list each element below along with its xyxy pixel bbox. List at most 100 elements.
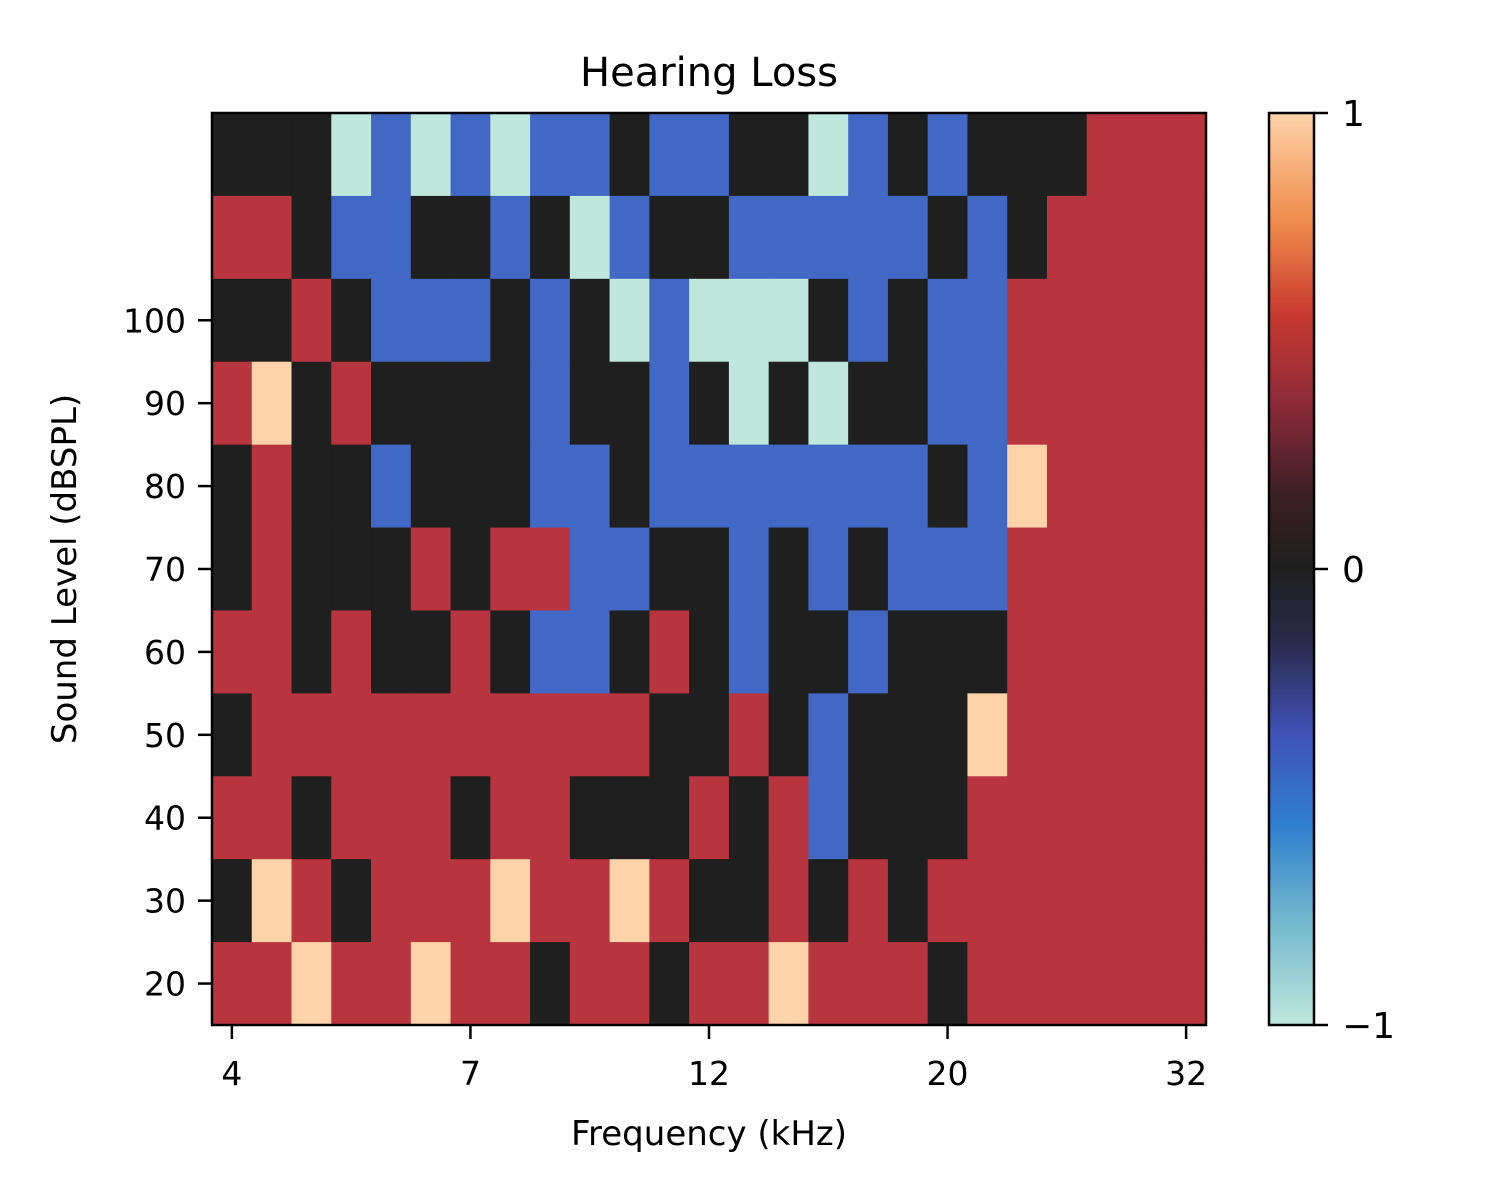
heatmap-cell (967, 776, 1008, 860)
heatmap-cell (808, 444, 849, 529)
heatmap-cell (371, 278, 412, 363)
heatmap-cell (450, 693, 491, 777)
heatmap-cell (967, 527, 1008, 612)
heatmap-cell (689, 278, 730, 363)
heatmap-cell (291, 278, 332, 363)
heatmap-cell (649, 278, 690, 363)
heatmap-cell (371, 444, 412, 529)
heatmap-cell (927, 776, 969, 860)
x-tick-label: 20 (927, 1054, 969, 1093)
heatmap-cell (927, 693, 969, 777)
heatmap-cell (728, 610, 770, 694)
heatmap-cell (251, 527, 293, 612)
heatmap-cell (569, 610, 611, 694)
heatmap-cell (490, 361, 531, 446)
heatmap-cell (251, 361, 293, 446)
heatmap-cell (728, 444, 770, 529)
heatmap-cell (291, 527, 332, 612)
heatmap-cell (1046, 195, 1088, 280)
heatmap-cell (689, 527, 730, 612)
heatmap-cell (371, 610, 412, 694)
heatmap-cell (490, 693, 531, 777)
heatmap-cell (649, 693, 690, 777)
heatmap-cell (768, 527, 809, 612)
y-axis: 20 30 40 50 60 70 80 90 100 (123, 301, 212, 1004)
heatmap-cell (490, 610, 531, 694)
heatmap-cell (768, 113, 809, 197)
heatmap-cell (530, 693, 571, 777)
heatmap-cell (530, 195, 571, 280)
heatmap-cell (1007, 527, 1048, 612)
heatmap-cell (689, 776, 730, 860)
heatmap-cell (967, 444, 1008, 529)
heatmap-cell (212, 361, 253, 446)
heatmap-cell (927, 610, 969, 694)
heatmap-cell (530, 113, 571, 197)
heatmap-cell (728, 527, 770, 612)
heatmap-cell (212, 444, 253, 529)
heatmap-cell (530, 776, 571, 860)
heatmap-cell (848, 693, 889, 777)
heatmap-cell (371, 113, 412, 197)
heatmap-cell (1007, 444, 1048, 529)
heatmap-cell (689, 942, 730, 1026)
heatmap-cell (1046, 527, 1088, 612)
heatmap-cell (887, 278, 929, 363)
colorbar-tick-label: 0 (1342, 550, 1365, 591)
heatmap-cell (848, 610, 889, 694)
heatmap-cell (1007, 942, 1048, 1026)
heatmap-cell (251, 113, 293, 197)
heatmap-cell (1086, 278, 1128, 363)
heatmap-cell (848, 942, 889, 1026)
heatmap-cell (609, 113, 650, 197)
heatmap-cell (728, 776, 770, 860)
heatmap-cell (927, 859, 969, 943)
heatmap-cell (291, 444, 332, 529)
heatmap-cell (808, 361, 849, 446)
heatmap-cell (1086, 942, 1128, 1026)
heatmap-cell (927, 113, 969, 197)
heatmap-cell (450, 776, 491, 860)
y-tick-label: 20 (144, 965, 186, 1004)
heatmap-cell (212, 113, 253, 197)
heatmap-cell (808, 859, 849, 943)
heatmap-cell (371, 859, 412, 943)
heatmap-cell (689, 693, 730, 777)
heatmap-cell (291, 113, 332, 197)
heatmap-cell (649, 195, 690, 280)
heatmap-cell (689, 444, 730, 529)
heatmap-cell (967, 942, 1008, 1026)
heatmap-cell (887, 942, 929, 1026)
heatmap-cell (1126, 859, 1167, 943)
heatmap-cell (887, 527, 929, 612)
heatmap-cell (1046, 444, 1088, 529)
heatmap-cell (331, 113, 372, 197)
heatmap-cell (291, 776, 332, 860)
heatmap-cell (530, 278, 571, 363)
heatmap-cell (1166, 610, 1207, 694)
heatmap-cells (212, 113, 1207, 1026)
heatmap-cell (569, 693, 611, 777)
heatmap-cell (1086, 361, 1128, 446)
heatmap-cell (1007, 859, 1048, 943)
heatmap-cell (450, 278, 491, 363)
heatmap-cell (410, 859, 452, 943)
heatmap-cell (569, 195, 611, 280)
heatmap-cell (1166, 195, 1207, 280)
heatmap-cell (887, 444, 929, 529)
heatmap-cell (331, 859, 372, 943)
heatmap-cell (1166, 859, 1207, 943)
heatmap-cell (569, 113, 611, 197)
heatmap-cell (1166, 444, 1207, 529)
heatmap-cell (609, 195, 650, 280)
heatmap-cell (768, 942, 809, 1026)
heatmap-cell (569, 444, 611, 529)
heatmap-cell (1086, 527, 1128, 612)
heatmap-cell (768, 859, 809, 943)
heatmap-cell (251, 610, 293, 694)
heatmap-cell (450, 610, 491, 694)
x-axis: 4 7 12 20 32 (221, 1025, 1207, 1093)
heatmap-cell (410, 113, 452, 197)
colorbar-tick-label: −1 (1342, 1006, 1395, 1047)
heatmap-cell (331, 195, 372, 280)
